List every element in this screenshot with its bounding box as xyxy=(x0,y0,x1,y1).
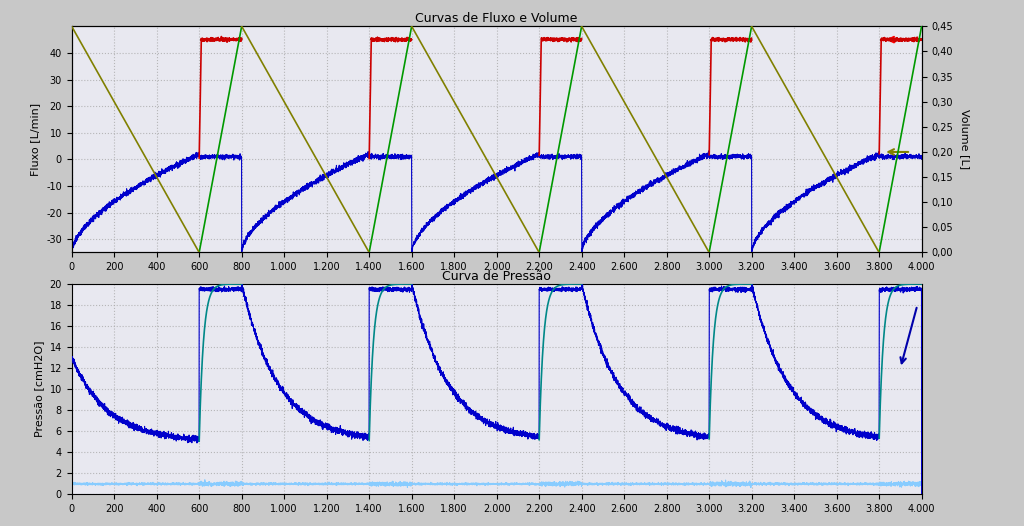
Y-axis label: Pressão [cmH2O]: Pressão [cmH2O] xyxy=(34,341,44,438)
Y-axis label: Fluxo [L/min]: Fluxo [L/min] xyxy=(31,103,41,176)
Title: Curva de Pressão: Curva de Pressão xyxy=(442,270,551,283)
Y-axis label: Volume [L]: Volume [L] xyxy=(959,109,970,169)
Title: Curvas de Fluxo e Volume: Curvas de Fluxo e Volume xyxy=(416,12,578,25)
